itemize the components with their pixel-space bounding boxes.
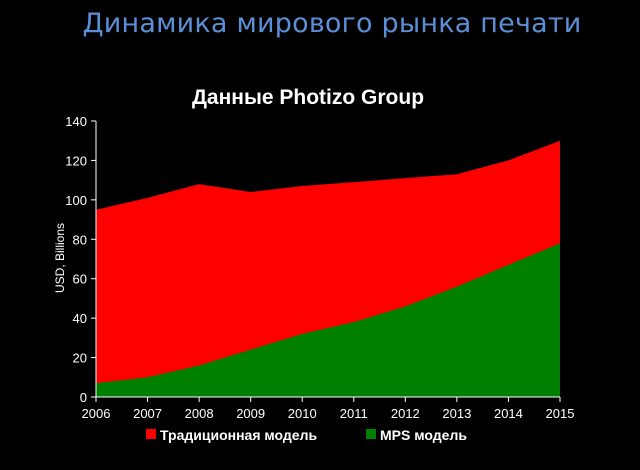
- x-tick-label: 2015: [546, 406, 575, 421]
- y-axis: 0 20 40 60 80 100 120 140: [65, 114, 97, 405]
- y-tick-label: 80: [73, 232, 87, 247]
- legend-label-2: MPS модель: [380, 427, 467, 443]
- chart-title: Данные Photizo Group: [192, 86, 424, 109]
- y-tick-label: 60: [73, 272, 87, 287]
- x-tick-label: 2008: [185, 406, 214, 421]
- plot-area: [96, 140, 560, 397]
- area-series-2: [96, 243, 560, 397]
- x-tick-label: 2014: [494, 406, 523, 421]
- x-tick-label: 2011: [340, 406, 368, 421]
- x-tick-label: 2009: [236, 406, 265, 421]
- legend-swatch-1: [146, 429, 156, 439]
- y-axis-label: USD, Billions: [53, 223, 67, 293]
- y-tick-label: 120: [65, 153, 87, 168]
- x-tick-label: 2012: [391, 406, 420, 421]
- x-axis: 2006 2007 2008 2009 2010 2011 2012 2013 2014 2015: [82, 396, 575, 421]
- x-tick-label: 2006: [82, 406, 111, 421]
- legend-swatch-2: [366, 429, 376, 439]
- legend-label-1: Традиционная модель: [160, 427, 317, 443]
- y-tick-label: 0: [80, 390, 87, 405]
- x-tick-label: 2013: [442, 406, 471, 421]
- y-tick-label: 20: [73, 351, 87, 366]
- y-tick-label: 40: [73, 311, 87, 326]
- y-tick-label: 100: [65, 193, 87, 208]
- x-tick-label: 2007: [133, 406, 162, 421]
- y-tick-label: 140: [65, 114, 87, 129]
- slide-title: Динамика мирового рынка печати: [82, 8, 582, 39]
- x-tick-label: 2010: [288, 406, 317, 421]
- legend: Традиционная модель MPS модель: [146, 427, 467, 443]
